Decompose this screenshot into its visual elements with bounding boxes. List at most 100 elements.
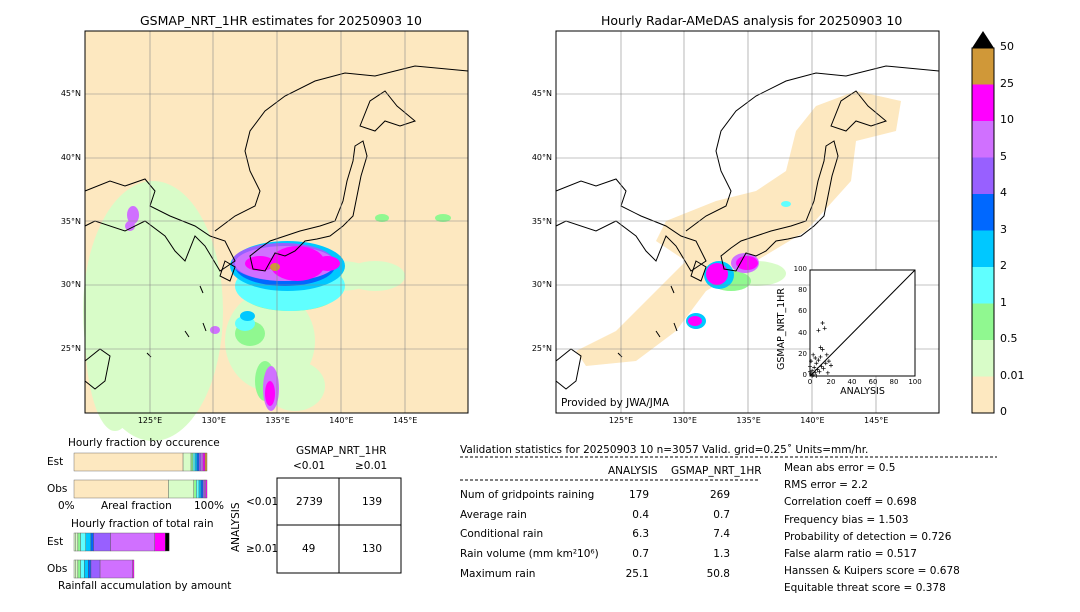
occ-est-segment xyxy=(190,452,194,472)
lon-label: 125°E xyxy=(608,416,634,425)
col-label-ge: ≥0.01 xyxy=(355,460,388,472)
scatter-point xyxy=(824,352,829,357)
colorbar-label: 50 xyxy=(1000,40,1014,53)
scatter-point xyxy=(814,374,819,378)
scatter-point xyxy=(813,355,818,360)
scatter-point xyxy=(816,358,821,363)
coastline xyxy=(555,178,707,272)
stats-col-gsmap: GSMAP_NRT_1HR xyxy=(671,465,762,477)
lat-label: 40°N xyxy=(60,152,81,162)
occ-est-segment xyxy=(200,452,204,472)
rain-obs-segment xyxy=(75,559,79,579)
stat-analysis-value: 0.7 xyxy=(632,548,649,561)
scatter-x-tick: 60 xyxy=(868,378,878,386)
colorbar-label: 1 xyxy=(1000,295,1007,309)
rain-area xyxy=(345,261,405,291)
lat-label: 40°N xyxy=(531,152,552,162)
credit-text: Provided by JWA/JMA xyxy=(561,397,670,409)
occurrence-title: Hourly fraction by occurence xyxy=(68,437,220,449)
scatter-point xyxy=(809,371,814,376)
coastline xyxy=(84,178,236,272)
coastline xyxy=(720,140,839,272)
scatter-x-tick: 40 xyxy=(847,378,857,386)
score-line: Mean abs error = 0.5 xyxy=(784,462,896,474)
occ-est-segment xyxy=(196,452,200,472)
lon-label: 135°E xyxy=(736,416,761,425)
scatter-x-tick: 0 xyxy=(807,378,813,386)
scatter-point xyxy=(819,364,824,369)
rain-obs-segment xyxy=(77,559,81,579)
colorbar-segment xyxy=(972,230,994,267)
cell-00: 2739 xyxy=(296,496,323,508)
coastline xyxy=(214,65,469,232)
scatter-point xyxy=(818,354,823,359)
rain-area xyxy=(706,263,728,285)
score-line: Equitable threat score = 0.378 xyxy=(784,582,946,595)
occ-obs-segment xyxy=(73,479,169,499)
occ-obs-segment xyxy=(205,479,208,499)
rain-obs-segment xyxy=(90,559,101,579)
stat-row-label: Maximum rain xyxy=(460,567,536,580)
scatter-y-tick: 0 xyxy=(802,371,807,379)
lat-label: 25°N xyxy=(531,344,552,354)
score-line: Frequency bias = 1.503 xyxy=(784,513,909,526)
contingency-title: GSMAP_NRT_1HR xyxy=(296,445,387,457)
analysis-coverage xyxy=(576,91,901,366)
rain-obs-segment xyxy=(132,559,135,579)
rain-obs-segment xyxy=(88,559,92,579)
rain-area xyxy=(270,246,325,281)
stat-gsmap-value: 7.4 xyxy=(713,528,730,541)
scatter-point xyxy=(823,361,828,366)
lat-label: 30°N xyxy=(531,280,552,290)
occ-tick-100: 100% xyxy=(194,500,225,512)
scatter-point xyxy=(809,359,814,364)
scatter-y-tick: 100 xyxy=(793,265,807,273)
cell-10: 49 xyxy=(302,543,316,555)
rain-obs-segment xyxy=(80,559,85,579)
rain-area xyxy=(245,256,275,271)
colorbar-label: 25 xyxy=(1000,76,1014,90)
lat-label: 45°N xyxy=(531,89,552,98)
rain-area xyxy=(688,316,702,326)
stats-col-analysis: ANALYSIS xyxy=(608,465,658,477)
stat-gsmap-value: 50.8 xyxy=(706,567,730,580)
stat-row-label: Average rain xyxy=(460,508,527,521)
rain-est-segment xyxy=(165,532,170,552)
lon-label: 145°E xyxy=(864,416,889,425)
rain-est-segment xyxy=(93,532,111,552)
scatter-y-tick: 60 xyxy=(798,307,807,316)
scatter-point xyxy=(829,363,833,368)
scatter-point xyxy=(815,367,820,372)
colorbar-frame xyxy=(971,47,995,414)
row-title: ANALYSIS xyxy=(230,502,242,552)
rain-est-segment xyxy=(75,532,79,552)
scatter-point xyxy=(810,368,815,373)
coastline xyxy=(219,260,236,282)
occ-est-segment xyxy=(202,452,206,472)
scatter-x-tick: 80 xyxy=(889,378,899,386)
rain-xlabel: Rainfall accumulation by amount xyxy=(58,580,232,592)
scatter-point xyxy=(814,361,819,366)
cell-01: 139 xyxy=(362,496,383,508)
occ-est-label: Est xyxy=(47,456,64,468)
rain-area xyxy=(315,256,340,271)
row-label-ge: ≥0.01 xyxy=(246,543,279,555)
stats-header: Validation statistics for 20250903 10 n=… xyxy=(460,444,869,456)
rain-area xyxy=(375,214,389,222)
lon-label: 130°E xyxy=(201,416,226,425)
rain-obs-segment xyxy=(84,559,89,579)
occ-obs-segment xyxy=(193,479,197,499)
rain-area xyxy=(270,263,280,271)
scatter-point xyxy=(811,352,816,357)
colorbar-label: 0 xyxy=(1000,405,1007,418)
scatter-point xyxy=(825,370,830,375)
lat-label: 35°N xyxy=(60,216,81,226)
coastline xyxy=(830,90,888,132)
score-line: RMS error = 2.2 xyxy=(784,479,868,492)
rain-area xyxy=(265,381,275,406)
row-label-lt: <0.01 xyxy=(246,496,279,508)
colorbar-segment xyxy=(972,340,994,377)
occ-est-segment xyxy=(194,452,198,472)
